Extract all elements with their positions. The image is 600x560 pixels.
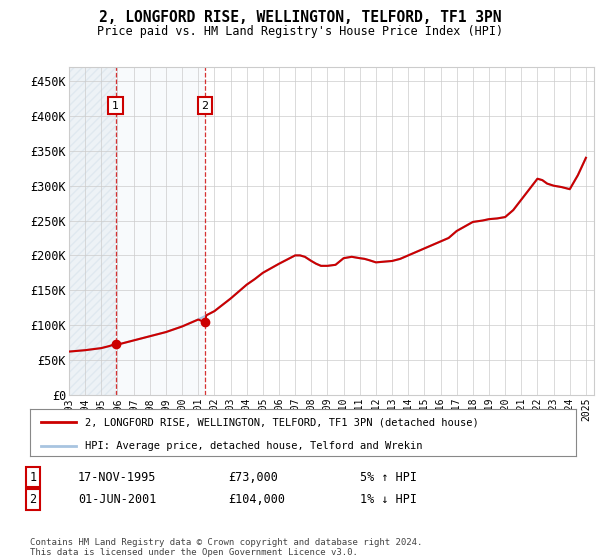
Text: 1: 1 — [112, 101, 119, 110]
Text: HPI: Average price, detached house, Telford and Wrekin: HPI: Average price, detached house, Telf… — [85, 441, 422, 451]
Text: 1% ↓ HPI: 1% ↓ HPI — [360, 493, 417, 506]
Text: 01-JUN-2001: 01-JUN-2001 — [78, 493, 157, 506]
Bar — [69, 67, 116, 395]
Text: £73,000: £73,000 — [228, 470, 278, 484]
Text: 2: 2 — [202, 101, 209, 110]
Text: 2, LONGFORD RISE, WELLINGTON, TELFORD, TF1 3PN: 2, LONGFORD RISE, WELLINGTON, TELFORD, T… — [99, 10, 501, 25]
Text: Contains HM Land Registry data © Crown copyright and database right 2024.
This d: Contains HM Land Registry data © Crown c… — [30, 538, 422, 557]
Text: £104,000: £104,000 — [228, 493, 285, 506]
Text: 2, LONGFORD RISE, WELLINGTON, TELFORD, TF1 3PN (detached house): 2, LONGFORD RISE, WELLINGTON, TELFORD, T… — [85, 417, 478, 427]
Bar — [69, 67, 116, 395]
Text: 1: 1 — [29, 470, 37, 484]
Text: 17-NOV-1995: 17-NOV-1995 — [78, 470, 157, 484]
Text: 2: 2 — [29, 493, 37, 506]
Bar — [116, 67, 205, 395]
Text: 5% ↑ HPI: 5% ↑ HPI — [360, 470, 417, 484]
Text: Price paid vs. HM Land Registry's House Price Index (HPI): Price paid vs. HM Land Registry's House … — [97, 25, 503, 38]
